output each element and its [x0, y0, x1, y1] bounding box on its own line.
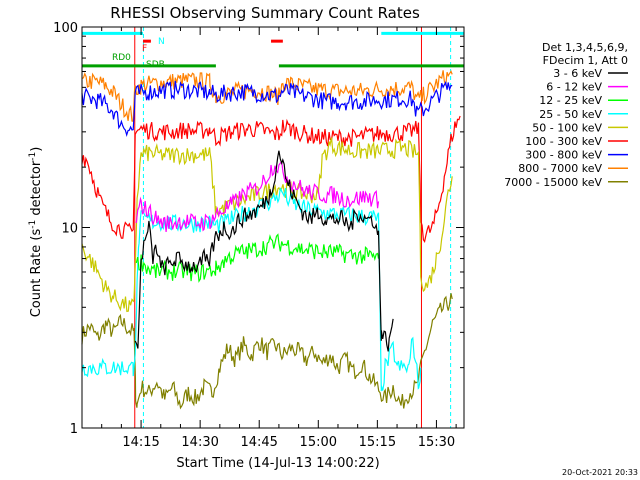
- legend-header-line-2: FDecim 1, Att 0: [543, 54, 628, 67]
- legend-label-50-100-kev: 50 - 100 keV: [532, 121, 602, 134]
- series-line-12-25-kev: [135, 233, 380, 283]
- legend-label-7000-15000-kev: 7000 - 15000 keV: [504, 176, 602, 189]
- series-line-800-7000-kev: [81, 70, 453, 122]
- series-line-3-6-kev: [134, 150, 394, 352]
- x-tick-label-1415: 14:15: [122, 435, 159, 450]
- y-tick-label-1: 1: [70, 422, 78, 437]
- legend-label-6-12-kev: 6 - 12 keV: [546, 81, 602, 94]
- legend-label-100-300-kev: 100 - 300 keV: [525, 135, 602, 148]
- series-line-300-800-kev: [81, 80, 453, 137]
- x-tick-label-1500: 15:00: [300, 435, 337, 450]
- flag-layer: N F RD0 SDB: [82, 31, 464, 70]
- flag-label-rd0: RD0: [112, 53, 131, 63]
- y-axis: 1 10 100: [53, 21, 464, 437]
- x-axis-label: Start Time (14-Jul-13 14:00:22): [176, 456, 379, 471]
- legend-header-line-1: Det 1,3,4,5,6,9,: [542, 41, 628, 54]
- chart-title: RHESSI Observing Summary Count Rates: [110, 4, 420, 22]
- legend: Det 1,3,4,5,6,9, FDecim 1, Att 0 3 - 6 k…: [504, 41, 628, 189]
- y-tick-label-10: 10: [61, 222, 78, 237]
- series-line-100-300-kev: [81, 115, 461, 243]
- x-tick-label-1515: 15:15: [359, 435, 396, 450]
- x-tick-label-1430: 14:30: [181, 435, 218, 450]
- generation-timestamp: 20-Oct-2021 20:33: [562, 468, 638, 477]
- series-line-50-100-kev: [81, 137, 453, 313]
- series-layer: [81, 27, 461, 428]
- legend-label-800-7000-kev: 800 - 7000 keV: [518, 162, 602, 175]
- flag-label-f: F: [142, 44, 147, 54]
- y-axis-label: Count Rate (s-1 detector-1): [28, 147, 44, 318]
- flag-label-n: N: [158, 37, 165, 47]
- legend-label-300-800-kev: 300 - 800 keV: [525, 149, 602, 162]
- series-line-7000-15000-kev: [81, 293, 453, 410]
- flag-label-sdb: SDB: [146, 60, 165, 70]
- y-tick-label-100: 100: [53, 21, 78, 36]
- legend-label-12-25-kev: 12 - 25 keV: [539, 94, 602, 107]
- x-tick-label-1445: 14:45: [240, 435, 277, 450]
- series-line-6-12-kev: [135, 160, 380, 232]
- legend-label-25-50-kev: 25 - 50 keV: [539, 108, 602, 121]
- legend-label-3-6-kev: 3 - 6 keV: [553, 67, 602, 80]
- x-axis: 14:15 14:30 14:45 15:00 15:15 15:30: [81, 27, 457, 450]
- x-tick-label-1530: 15:30: [418, 435, 455, 450]
